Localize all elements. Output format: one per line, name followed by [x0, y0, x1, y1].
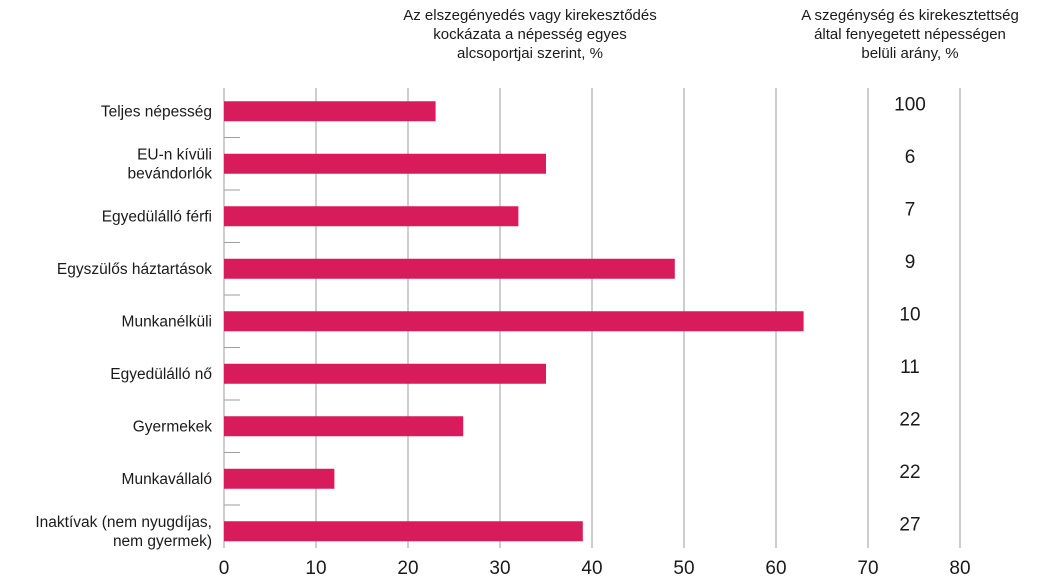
right-title-line-3: belüli arány, %	[861, 45, 959, 62]
left-title-line-1: Az elszegényedés vagy kirekesztődés	[403, 7, 657, 24]
category-label: Egyedülálló férfi	[102, 208, 212, 225]
share-value: 10	[899, 304, 920, 325]
x-tick-label: 40	[581, 558, 602, 579]
category-label: Teljes népesség	[101, 103, 212, 120]
x-tick-label: 10	[305, 558, 326, 579]
x-tick-label: 30	[489, 558, 510, 579]
category-label: Gyermekek	[133, 418, 212, 435]
left-title-line-2: kockázata a népesség egyes	[433, 26, 627, 43]
category-labels: Teljes népesség EU-n kívüli bevándorlók Egy…	[35, 103, 212, 550]
share-values: 100 6 7 9 10 11 22 22 27	[894, 94, 926, 535]
category-label-line: nem gyermek)	[113, 533, 212, 550]
x-tick-label: 80	[949, 558, 970, 579]
share-value: 11	[900, 357, 920, 378]
x-tick-label: 20	[397, 558, 418, 579]
x-axis-ticks: 0 10 20 30 40 50 60 70 80	[219, 558, 971, 579]
share-value: 27	[899, 514, 920, 535]
category-label: EU-n kívüli bevándorlók	[128, 146, 213, 182]
category-label-line: Egyedülálló férfi	[102, 208, 212, 225]
bar	[224, 101, 436, 122]
category-label-line: Munkavállaló	[122, 471, 212, 488]
right-title-line-2: által fenyegetett népességen	[814, 26, 1006, 43]
bar	[224, 416, 464, 437]
category-label: Munkanélküli	[122, 313, 212, 330]
category-label-line: Egyszülős háztartások	[57, 261, 212, 278]
category-label: Munkavállaló	[122, 471, 212, 488]
right-title-line-1: A szegénység és kirekesztettség	[801, 7, 1019, 24]
bar	[224, 468, 335, 489]
share-value: 7	[905, 199, 916, 220]
share-value: 9	[905, 252, 916, 273]
share-value: 6	[905, 147, 916, 168]
category-label: Inaktívak (nem nyugdíjas, nem gyermek)	[35, 514, 212, 550]
category-label-line: Gyermekek	[133, 418, 212, 435]
bars	[224, 101, 804, 542]
left-column-title: Az elszegényedés vagy kirekesztődés kock…	[340, 6, 720, 63]
bar	[224, 206, 519, 227]
bar	[224, 521, 583, 542]
bar	[224, 153, 546, 174]
category-label: Egyedülálló nő	[110, 366, 212, 383]
category-label-line: Munkanélküli	[122, 313, 212, 330]
share-value: 100	[894, 94, 926, 115]
category-label-line: Teljes népesség	[101, 103, 212, 120]
share-value: 22	[899, 409, 920, 430]
bar	[224, 258, 675, 279]
category-label: Egyszülős háztartások	[57, 261, 212, 278]
category-label-line: Inaktívak (nem nyugdíjas,	[35, 514, 212, 531]
category-label-line: EU-n kívüli	[137, 146, 212, 163]
category-label-line: Egyedülálló nő	[110, 366, 212, 383]
left-title-line-3: alcsoportjai szerint, %	[457, 45, 603, 62]
bar	[224, 363, 546, 384]
x-tick-label: 0	[219, 558, 230, 579]
x-tick-label: 70	[857, 558, 878, 579]
x-tick-label: 60	[765, 558, 786, 579]
bar	[224, 311, 804, 332]
share-value: 22	[899, 462, 920, 483]
right-column-title: A szegénység és kirekesztettség által fe…	[770, 6, 1043, 63]
x-tick-label: 50	[673, 558, 694, 579]
category-label-line: bevándorlók	[128, 165, 213, 182]
